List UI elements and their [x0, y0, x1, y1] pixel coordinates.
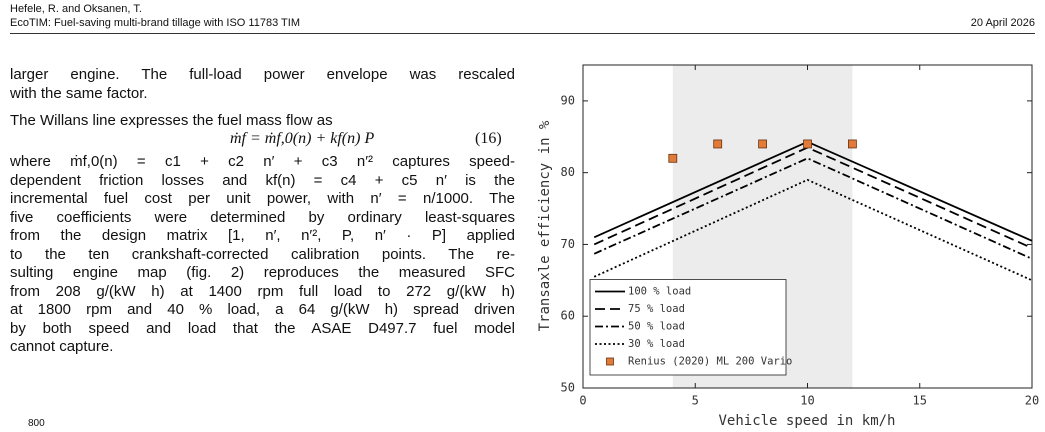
text-line: with the same factor.: [10, 84, 148, 102]
x-tick-label: 10: [800, 394, 814, 408]
x-tick-label: 20: [1025, 394, 1039, 408]
legend-label: 100 % load: [628, 286, 691, 298]
legend-label: 30 % load: [628, 338, 685, 350]
x-tick-label: 5: [692, 394, 699, 408]
x-axis-label: Vehicle speed in km/h: [718, 413, 895, 429]
scatter-point: [668, 153, 678, 163]
figure-tick: 800: [28, 418, 45, 429]
text-line: from 208 g/(kW h) at 1400 rpm full load …: [10, 282, 515, 300]
legend-label: 75 % load: [628, 303, 685, 315]
text-line: to the ten crankshaft-corrected calibrat…: [10, 245, 515, 263]
header-date: 20 April 2026: [970, 17, 1035, 29]
scatter-point: [758, 139, 767, 149]
x-tick-label: 0: [579, 394, 586, 408]
text-line: five coefficients were determined by ord…: [10, 208, 515, 226]
text-line: The Willans line expresses the fuel mass…: [10, 112, 333, 129]
text-line: at 1800 rpm and 40 % load, a 64 g/(kW h)…: [10, 301, 515, 318]
text-line: from the design matrix [1, n′, n′², P, n…: [10, 227, 515, 244]
legend-marker: [606, 357, 614, 366]
legend-label: 50 % load: [628, 321, 685, 333]
header-rule: [10, 33, 1035, 34]
x-tick-label: 15: [913, 394, 927, 408]
y-tick-label: 80: [561, 165, 575, 179]
text-line: larger engine. The full-load power envel…: [10, 66, 515, 83]
header-authors: Hefele, R. and Oksanen, T.: [10, 3, 142, 15]
text-line: where ṁf,0(n) = c1 + c2 n′ + c3 n′² capt…: [10, 153, 515, 170]
y-tick-label: 50: [561, 381, 575, 395]
text-line: incremental fuel cost per unit power, wi…: [10, 190, 515, 207]
header-title: EcoTIM: Fuel-saving multi-brand tillage …: [10, 17, 300, 29]
equation: ṁf = ṁf,0(n) + kf(n) P: [230, 130, 375, 147]
series-line: [593, 178, 1033, 282]
y-axis-label: Transaxle efficiency in %: [537, 120, 553, 331]
text-line: sulting engine map (fig. 2) reproduces t…: [10, 264, 515, 281]
scatter-point: [713, 139, 723, 149]
legend: 100 % load 75 % load 50 % load 30 % load Ren…: [589, 279, 792, 376]
scatter-point: [848, 139, 857, 149]
y-tick-label: 90: [561, 93, 575, 107]
text-line: dependent friction losses and kf(n) = c4…: [10, 171, 515, 189]
y-tick-label: 60: [561, 309, 575, 323]
legend-label: Renius (2020) ML 200 Vario: [628, 356, 792, 368]
scatter-point: [803, 139, 812, 149]
text-line: cannot capture.: [10, 338, 114, 355]
text-line: by both speed and load that the ASAE D49…: [10, 319, 515, 337]
equation-number: (16): [475, 130, 502, 147]
y-tick-label: 70: [561, 237, 575, 251]
